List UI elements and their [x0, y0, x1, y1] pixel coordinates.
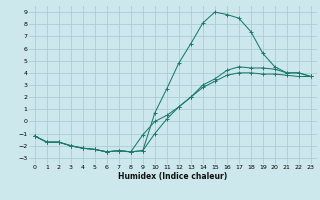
X-axis label: Humidex (Indice chaleur): Humidex (Indice chaleur)	[118, 172, 228, 181]
